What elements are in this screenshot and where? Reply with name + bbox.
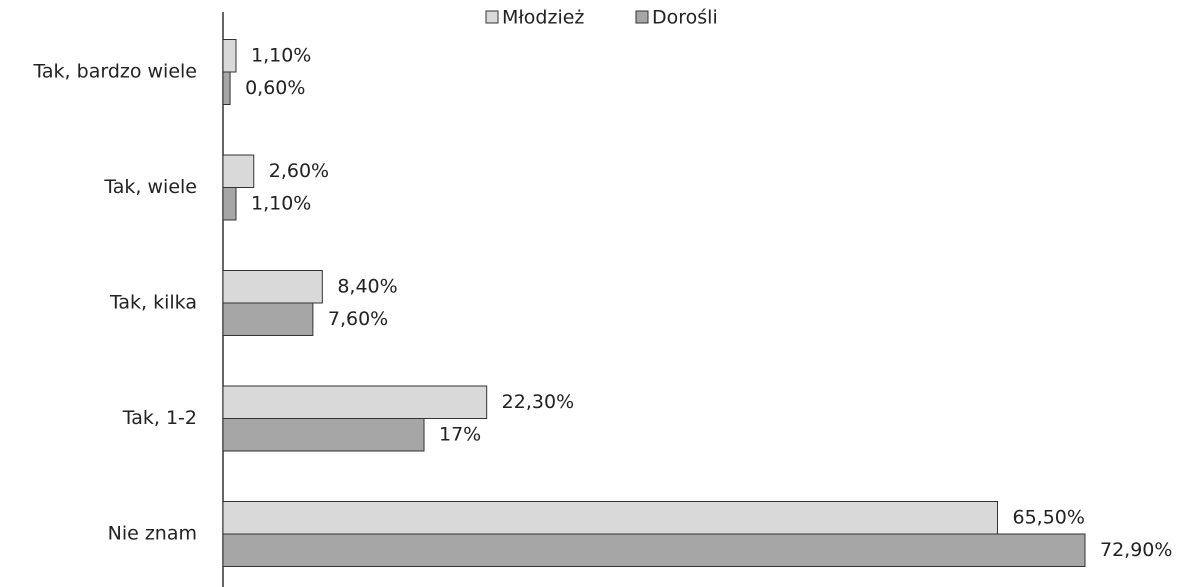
bar [222, 501, 998, 535]
y-tick-label: Tak, kilka [109, 292, 197, 314]
y-tick-label: Tak, 1-2 [122, 407, 197, 429]
y-tick-label: Tak, bardzo wiele [32, 61, 197, 83]
value-label: 1,10% [251, 44, 311, 66]
bar [222, 187, 237, 221]
bar [222, 533, 1086, 567]
bar [222, 270, 323, 304]
value-label: 8,40% [337, 275, 397, 297]
value-label: 1,10% [251, 192, 311, 214]
bar [222, 418, 425, 452]
legend-swatch [485, 10, 499, 24]
legend-label: Młodzież [502, 7, 584, 29]
value-label: 65,50% [1012, 506, 1084, 528]
bar [222, 385, 488, 419]
value-label: 7,60% [328, 308, 388, 330]
value-label: 22,30% [502, 391, 574, 413]
bar [222, 39, 237, 73]
y-tick-label: Tak, wiele [103, 176, 197, 198]
legend-swatch [635, 10, 649, 24]
bar [222, 71, 231, 105]
y-tick-label: Nie znam [108, 523, 197, 545]
bar [222, 302, 314, 336]
value-label: 0,60% [245, 77, 305, 99]
bar [222, 154, 255, 188]
value-label: 72,90% [1100, 539, 1172, 561]
value-label: 2,60% [269, 160, 329, 182]
value-label: 17% [439, 423, 481, 445]
legend-label: Dorośli [652, 7, 718, 29]
